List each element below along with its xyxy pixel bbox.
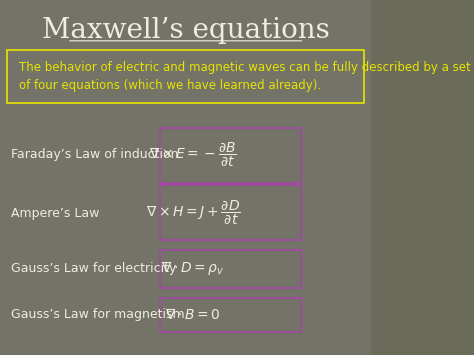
Text: $\nabla \cdot B = 0$: $\nabla \cdot B = 0$ — [165, 307, 221, 322]
Text: The behavior of electric and magnetic waves can be fully described by a set
of f: The behavior of electric and magnetic wa… — [18, 61, 470, 92]
Text: Gauss’s Law for magnetism: Gauss’s Law for magnetism — [11, 308, 185, 321]
FancyBboxPatch shape — [0, 0, 379, 355]
Text: Gauss’s Law for electricity: Gauss’s Law for electricity — [11, 262, 176, 274]
Text: Faraday’s Law of induction: Faraday’s Law of induction — [11, 148, 179, 161]
Text: Maxwell’s equations: Maxwell’s equations — [42, 17, 329, 44]
Text: $\nabla \times E = -\dfrac{\partial B}{\partial t}$: $\nabla \times E = -\dfrac{\partial B}{\… — [149, 140, 237, 169]
Text: $\nabla \times H = J + \dfrac{\partial D}{\partial t}$: $\nabla \times H = J + \dfrac{\partial D… — [146, 199, 240, 227]
Text: $\nabla \cdot D = \rho_v$: $\nabla \cdot D = \rho_v$ — [161, 259, 225, 277]
Text: Ampere’s Law: Ampere’s Law — [11, 207, 100, 219]
